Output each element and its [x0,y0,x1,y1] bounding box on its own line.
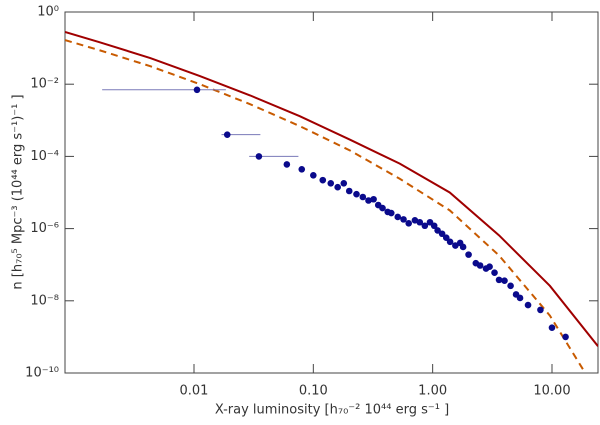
data-point [430,222,438,230]
data-point [223,131,231,138]
data-point [438,230,446,238]
y-axis-label: n [h₇₀⁵ Mpc⁻³ (10⁴⁴ erg s⁻¹)⁻¹ ] [11,94,26,289]
x-axis-label: X-ray luminosity [h₇₀⁻² 10⁴⁴ erg s⁻¹ ] [215,403,449,418]
y-tick-label: 10⁻² [30,77,59,92]
data-point [524,301,532,309]
data-point [387,209,395,217]
data-point [319,176,327,184]
data-point [345,187,353,195]
data-point [434,227,441,234]
data-point [310,171,317,179]
data-point [298,165,306,173]
data-point [442,234,450,241]
data-point [193,86,201,94]
x-tick-label: 0.10 [299,384,328,399]
data-point [548,324,556,331]
x-tick-label: 1.00 [418,384,447,399]
data-point [365,197,372,204]
data-point [491,269,498,277]
plot-frame [64,11,599,374]
y-tick-label: 10⁻⁶ [30,221,59,236]
data-point [255,153,263,160]
data-point [400,216,407,223]
data-point [353,190,360,198]
x-tick-label: 10.00 [533,384,570,399]
data-point [340,179,348,187]
data-point [459,243,467,251]
data-point [334,183,341,191]
data-point [421,222,429,230]
data-point [486,263,493,271]
data-point [465,251,472,258]
data-point [394,213,402,221]
data-point [405,220,413,227]
data-point [495,276,503,284]
y-tick-label: 10⁻¹⁰ [25,366,59,381]
y-tick-label: 10⁰ [37,5,59,20]
data-point [501,277,508,285]
data-point [283,161,291,168]
data-point [370,195,377,203]
data-point [416,218,424,226]
data-point [507,282,514,290]
x-tick-label: 0.01 [180,384,209,399]
data-point [562,333,569,341]
model-line [65,31,598,347]
data-point [476,262,484,269]
data-point [379,204,386,212]
model-line [65,39,587,373]
data-point [516,294,524,302]
data-point [537,306,544,314]
y-tick-label: 10⁻⁸ [30,293,59,308]
data-point [327,179,335,187]
data-point [359,193,367,201]
y-tick-label: 10⁻⁴ [30,149,59,164]
data-point [446,238,454,246]
